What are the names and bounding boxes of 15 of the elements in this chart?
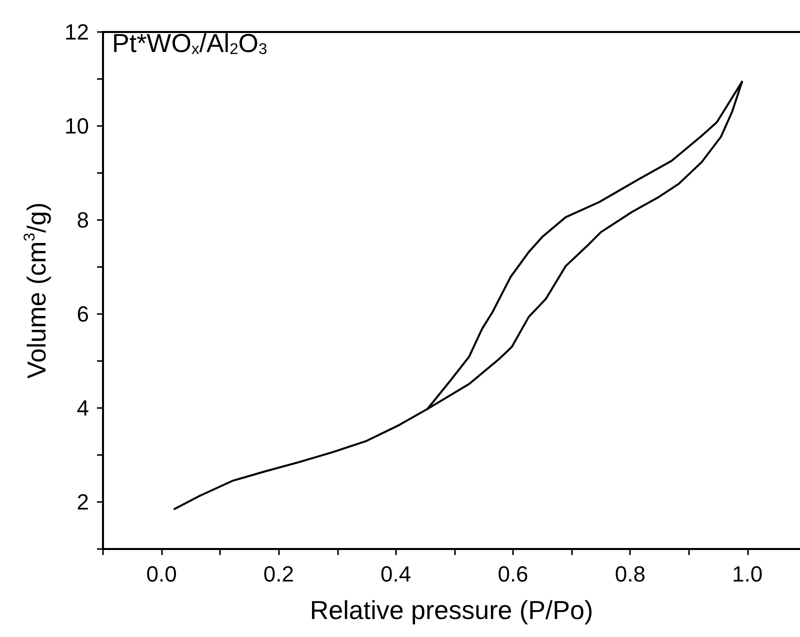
x-axis-title: Relative pressure (P/Po) [310,595,594,625]
x-tick-label: 0.2 [263,562,294,586]
y-tick-label: 12 [64,20,89,44]
x-tick-label: 0.0 [146,562,177,586]
x-tick-label: 0.8 [614,562,646,586]
y-tick-label: 10 [64,114,89,138]
x-tick-label: 0.6 [498,562,528,586]
y-tick-label: 2 [76,490,89,514]
x-tick-label: 1.0 [732,562,763,586]
y-tick-label: 8 [76,208,89,232]
y-axis-title: Volume (cm3/g) [22,202,52,379]
y-tick-label: 4 [76,396,89,420]
annotation: Pt*WOx/Al2O3 [112,28,268,58]
y-tick-label: 6 [76,302,89,326]
x-tick-label: 0.4 [380,562,412,586]
